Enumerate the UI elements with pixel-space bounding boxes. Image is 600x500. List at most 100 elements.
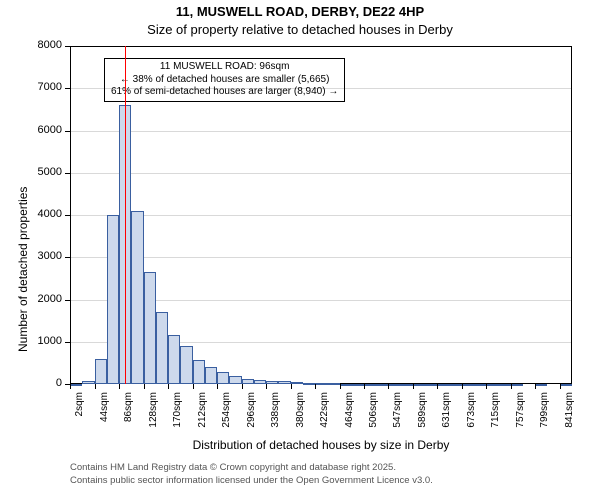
x-tick: [242, 384, 243, 389]
y-tick: [65, 88, 70, 89]
histogram-bar: [278, 381, 290, 384]
histogram-bar: [498, 384, 510, 386]
x-tick: [388, 384, 389, 389]
histogram-bar: [193, 360, 205, 384]
y-tick-label: 1000: [28, 335, 62, 347]
histogram-bar: [400, 384, 412, 386]
x-tick: [144, 384, 145, 389]
histogram-bar: [364, 384, 376, 386]
x-tick-label: 715sqm: [490, 392, 501, 440]
histogram-bar: [437, 384, 449, 386]
x-tick-label: 673sqm: [466, 392, 477, 440]
histogram-bar: [131, 211, 143, 384]
y-tick-label: 2000: [28, 293, 62, 305]
histogram-bar: [352, 384, 364, 386]
histogram-bar: [242, 379, 254, 384]
histogram-bar: [254, 380, 266, 384]
x-tick: [291, 384, 292, 389]
histogram-bar: [168, 335, 180, 384]
x-tick-label: 128sqm: [148, 392, 159, 440]
x-tick-label: 757sqm: [515, 392, 526, 440]
x-tick: [511, 384, 512, 389]
x-tick: [70, 384, 71, 389]
histogram-bar: [535, 384, 547, 386]
y-tick-label: 8000: [28, 39, 62, 51]
histogram-bar: [156, 312, 168, 384]
histogram-bar: [486, 384, 498, 386]
y-tick-label: 0: [28, 377, 62, 389]
x-tick: [315, 384, 316, 389]
annotation-line2: ← 38% of detached houses are smaller (5,…: [111, 74, 338, 87]
histogram-bar: [462, 384, 474, 386]
y-tick: [65, 46, 70, 47]
y-gridline: [70, 215, 572, 216]
y-tick-label: 4000: [28, 208, 62, 220]
histogram-bar: [376, 384, 388, 386]
histogram-bar: [180, 346, 192, 384]
x-tick: [193, 384, 194, 389]
histogram-bar: [327, 383, 339, 385]
histogram-bar: [388, 384, 400, 386]
x-axis-label: Distribution of detached houses by size …: [70, 438, 572, 452]
histogram-bar: [107, 215, 119, 384]
histogram-bar: [340, 384, 352, 386]
x-tick: [413, 384, 414, 389]
y-tick-label: 3000: [28, 250, 62, 262]
y-tick: [65, 300, 70, 301]
x-tick: [340, 384, 341, 389]
chart-title: 11, MUSWELL ROAD, DERBY, DE22 4HP: [0, 4, 600, 19]
x-tick: [486, 384, 487, 389]
x-tick: [119, 384, 120, 389]
x-tick: [364, 384, 365, 389]
y-tick: [65, 257, 70, 258]
x-tick-label: 2sqm: [74, 392, 85, 440]
chart-container: 11, MUSWELL ROAD, DERBY, DE22 4HP Size o…: [0, 0, 600, 500]
y-tick: [65, 131, 70, 132]
footnote-2: Contains public sector information licen…: [70, 475, 433, 486]
x-tick-label: 841sqm: [564, 392, 575, 440]
histogram-bar: [315, 383, 327, 385]
y-tick: [65, 215, 70, 216]
x-tick-label: 464sqm: [344, 392, 355, 440]
marker-line: [125, 46, 126, 384]
x-tick-label: 506sqm: [368, 392, 379, 440]
y-tick-label: 7000: [28, 81, 62, 93]
x-tick-label: 799sqm: [539, 392, 550, 440]
histogram-bar: [425, 384, 437, 386]
x-tick-label: 296sqm: [246, 392, 257, 440]
y-gridline: [70, 173, 572, 174]
histogram-bar: [82, 381, 94, 384]
histogram-bar: [229, 376, 241, 384]
footnote-1: Contains HM Land Registry data © Crown c…: [70, 462, 396, 473]
x-tick-label: 589sqm: [417, 392, 428, 440]
x-tick-label: 44sqm: [99, 392, 110, 440]
x-tick-label: 254sqm: [221, 392, 232, 440]
y-tick-label: 5000: [28, 166, 62, 178]
x-tick-label: 86sqm: [123, 392, 134, 440]
y-tick: [65, 173, 70, 174]
y-gridline: [70, 88, 572, 89]
annotation-box: 11 MUSWELL ROAD: 96sqm ← 38% of detached…: [104, 58, 345, 102]
histogram-bar: [449, 384, 461, 386]
x-tick: [437, 384, 438, 389]
histogram-bar: [303, 383, 315, 385]
histogram-bar: [511, 384, 523, 386]
histogram-bar: [291, 382, 303, 384]
histogram-bar: [70, 384, 82, 386]
chart-subtitle: Size of property relative to detached ho…: [0, 22, 600, 37]
y-tick-label: 6000: [28, 124, 62, 136]
x-tick-label: 338sqm: [270, 392, 281, 440]
x-tick: [168, 384, 169, 389]
histogram-bar: [413, 384, 425, 386]
y-tick: [65, 342, 70, 343]
histogram-bar: [266, 381, 278, 384]
x-tick: [95, 384, 96, 389]
y-gridline: [70, 257, 572, 258]
x-tick-label: 212sqm: [197, 392, 208, 440]
x-tick: [535, 384, 536, 389]
histogram-bar: [144, 272, 156, 384]
x-tick-label: 631sqm: [441, 392, 452, 440]
x-tick: [217, 384, 218, 389]
x-tick: [560, 384, 561, 389]
histogram-bar: [474, 384, 486, 386]
